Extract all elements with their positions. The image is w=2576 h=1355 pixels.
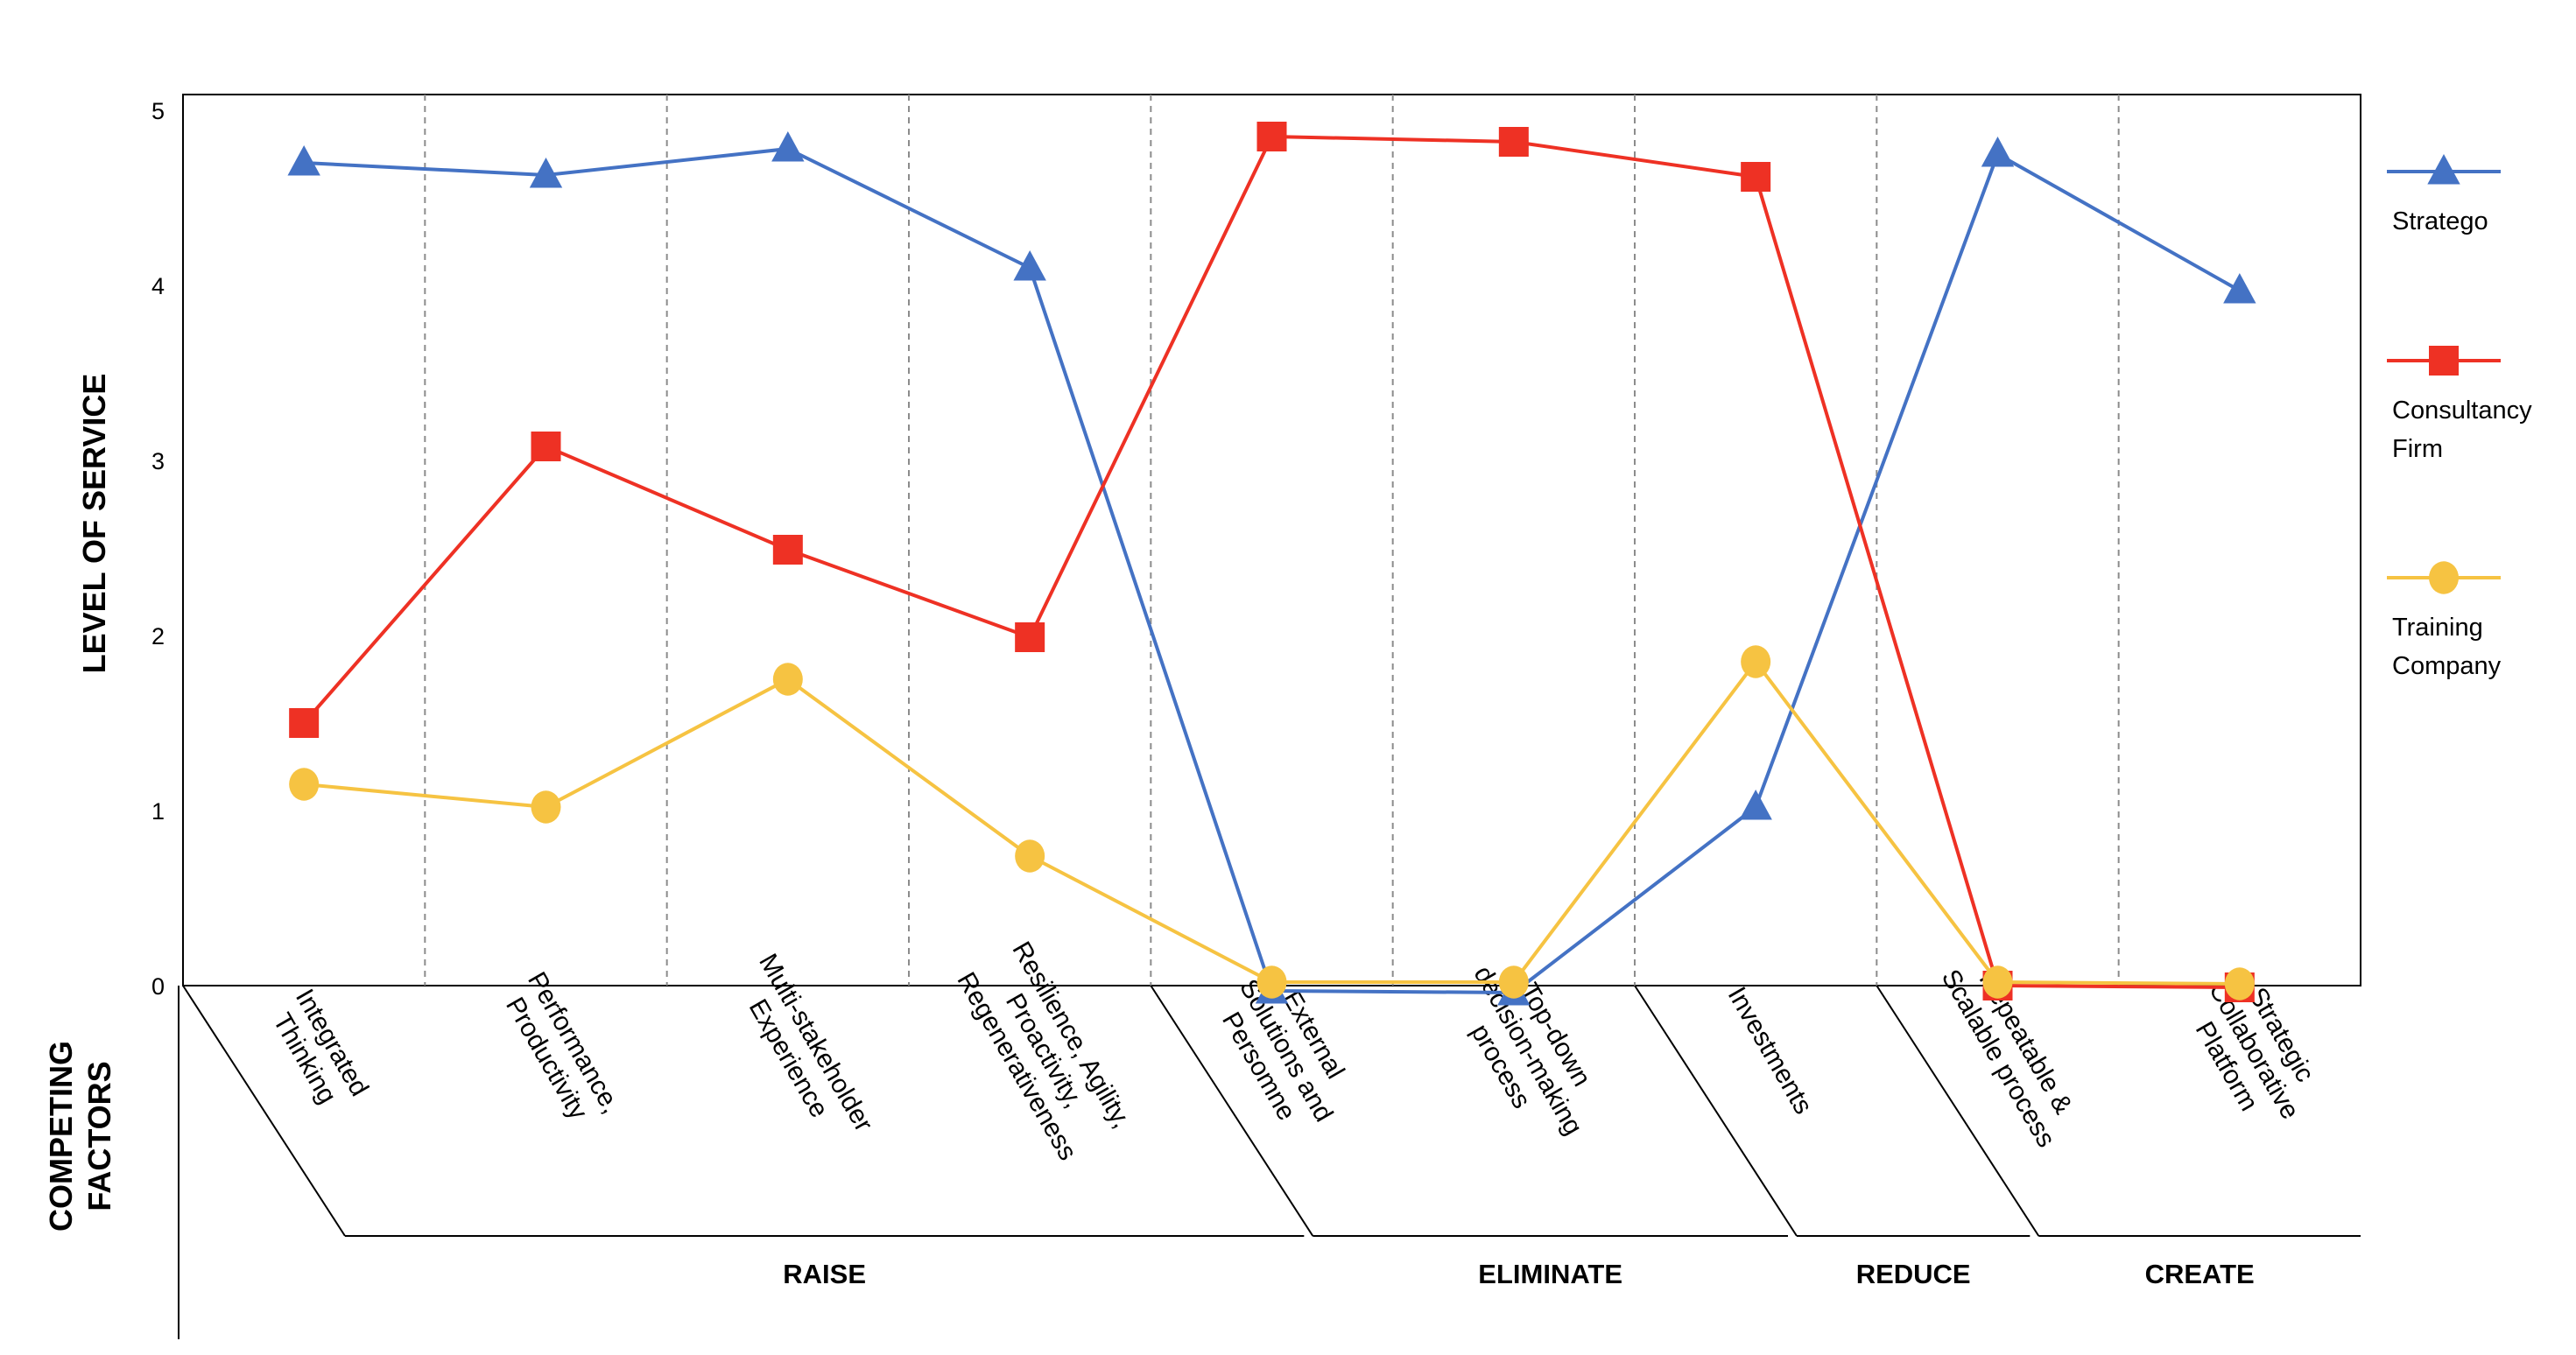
y-tick-label: 1 [151, 798, 165, 825]
y-axis: 0 1 2 3 4 5 [151, 98, 165, 1000]
data-point-circle [1015, 839, 1045, 873]
data-point-square [531, 432, 561, 461]
data-point-circle [1741, 645, 1771, 678]
plot-area [182, 94, 2361, 986]
data-point-triangle [287, 144, 320, 176]
group-label: CREATE [2145, 1259, 2255, 1289]
data-point-square [1498, 127, 1529, 157]
legend: Stratego Consultancy Firm Training Company [2387, 153, 2532, 680]
data-point-square [2429, 346, 2459, 376]
data-point-circle [1498, 965, 1529, 999]
data-point-triangle [1739, 789, 1772, 820]
bracket-slant [1634, 985, 1798, 1237]
data-point-triangle [771, 130, 805, 162]
category-labels: IntegratedThinking Performance,Productivi… [263, 936, 2319, 1165]
data-point-circle [772, 663, 803, 696]
data-point-triangle [529, 157, 563, 188]
y-tick-label: 5 [151, 98, 165, 124]
y-axis-label: LEVEL OF SERVICE [76, 374, 112, 674]
category-label: Resilience, Agility,Proactivity,Regenera… [951, 936, 1137, 1165]
legend-item: Stratego [2387, 153, 2501, 235]
data-point-circle [1982, 965, 2013, 999]
data-point-square [289, 708, 320, 738]
category-label: Multi-stakeholderExperience [726, 949, 878, 1152]
category-brackets [178, 985, 2361, 1339]
data-point-triangle [2223, 272, 2256, 304]
group-label: ELIMINATE [1478, 1259, 1622, 1289]
group-label: RAISE [783, 1259, 866, 1289]
data-point-square [1015, 622, 1045, 652]
data-point-square [1256, 122, 1287, 151]
category-label: Top-downdecision-makingprocess [1440, 945, 1615, 1155]
legend-label: Stratego [2392, 207, 2488, 235]
data-point-triangle [1981, 136, 2015, 167]
data-point-square [772, 535, 803, 565]
bracket-slant [182, 985, 346, 1237]
bracket-slant [1876, 985, 2040, 1237]
legend-item: Training Company [2387, 561, 2502, 680]
y-tick-label: 3 [151, 448, 165, 474]
group-labels: RAISE ELIMINATE REDUCE CREATE [783, 1259, 2254, 1289]
data-point-circle [531, 790, 561, 824]
data-point-circle [2429, 561, 2459, 594]
legend-label: Consultancy Firm [2392, 397, 2532, 463]
data-point-triangle [2427, 153, 2460, 185]
data-point-circle [2224, 967, 2255, 1000]
series-stratego [287, 130, 2256, 1006]
category-label: Investments [1722, 982, 1818, 1120]
y-tick-label: 2 [151, 623, 165, 649]
bracket-slant [1150, 985, 1314, 1237]
data-point-square [1741, 162, 1771, 192]
group-label: REDUCE [1856, 1259, 1971, 1289]
data-point-circle [1256, 965, 1287, 999]
x-axis-label: COMPETINGFACTORS [43, 1041, 117, 1232]
series-training-company [289, 645, 2255, 1000]
vertical-gridlines [424, 95, 2120, 986]
category-label: IntegratedThinking [263, 984, 374, 1117]
series-line [304, 147, 2241, 994]
y-tick-label: 0 [151, 973, 165, 1000]
series-line [302, 135, 2240, 989]
category-label: Performance,Productivity [495, 967, 626, 1134]
legend-item: Consultancy Firm [2387, 346, 2532, 463]
series-lines [287, 122, 2256, 1006]
legend-label: Training Company [2392, 614, 2502, 680]
y-tick-label: 4 [151, 273, 165, 299]
data-point-triangle [1013, 249, 1046, 281]
data-point-circle [289, 768, 320, 801]
x-axis-label-text: COMPETINGFACTORS [43, 1041, 117, 1232]
